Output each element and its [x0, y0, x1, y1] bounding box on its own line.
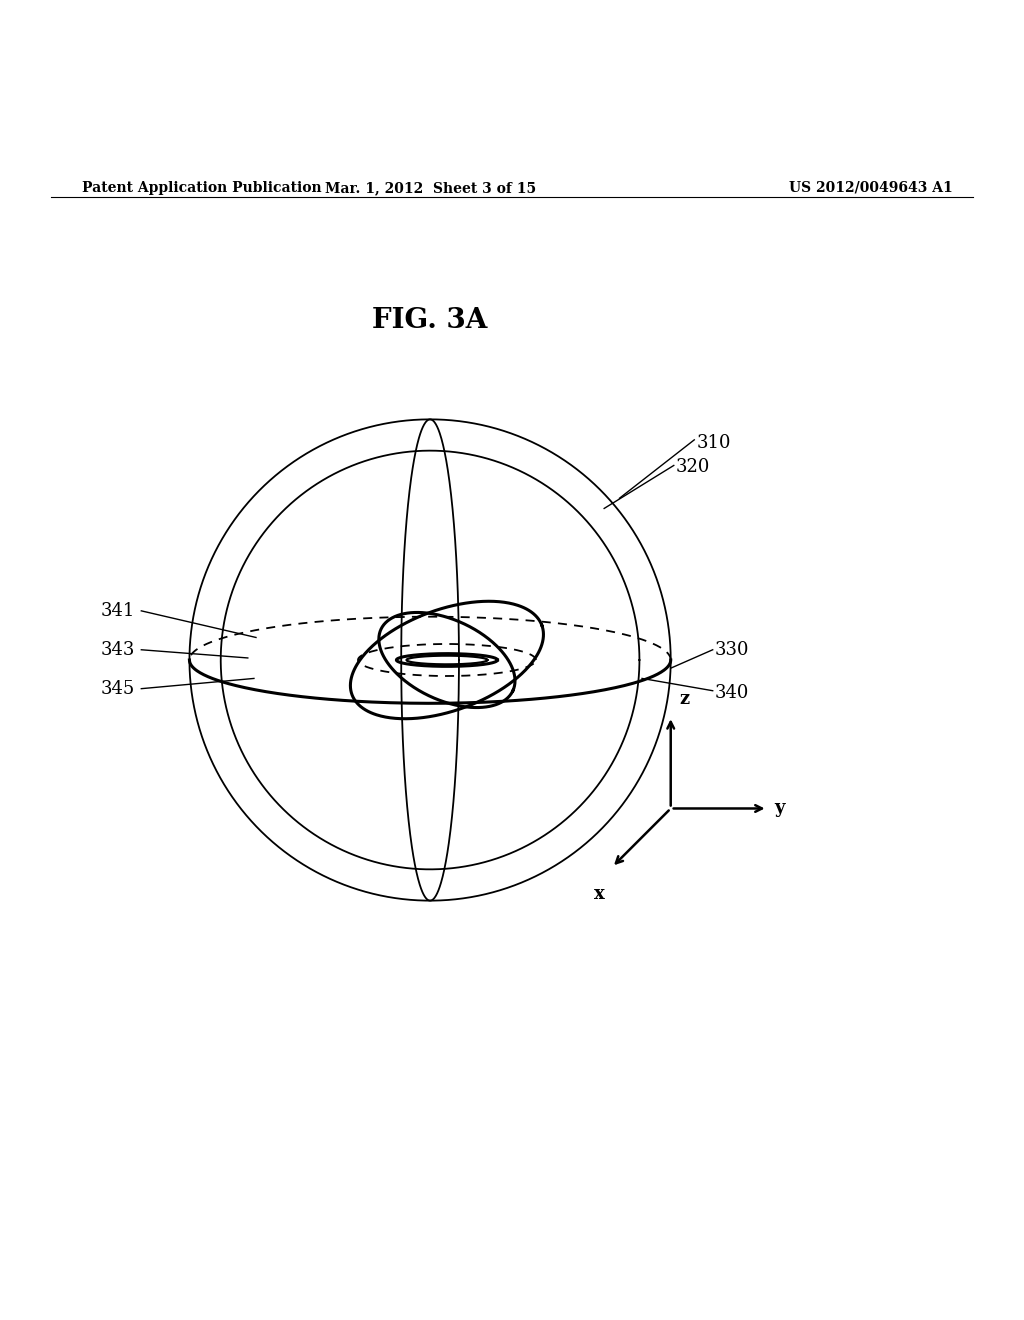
Text: 341: 341	[100, 602, 135, 620]
Text: Patent Application Publication: Patent Application Publication	[82, 181, 322, 195]
Text: 310: 310	[696, 434, 731, 451]
Text: FIG. 3A: FIG. 3A	[373, 306, 487, 334]
Text: 343: 343	[100, 640, 135, 659]
Text: y: y	[774, 800, 784, 817]
Text: 345: 345	[100, 680, 134, 698]
Text: x: x	[594, 884, 605, 903]
Text: 340: 340	[715, 684, 750, 702]
Text: Mar. 1, 2012  Sheet 3 of 15: Mar. 1, 2012 Sheet 3 of 15	[325, 181, 536, 195]
Text: 320: 320	[676, 458, 711, 477]
Text: 330: 330	[715, 640, 750, 659]
Text: z: z	[679, 690, 689, 708]
Text: US 2012/0049643 A1: US 2012/0049643 A1	[788, 181, 952, 195]
